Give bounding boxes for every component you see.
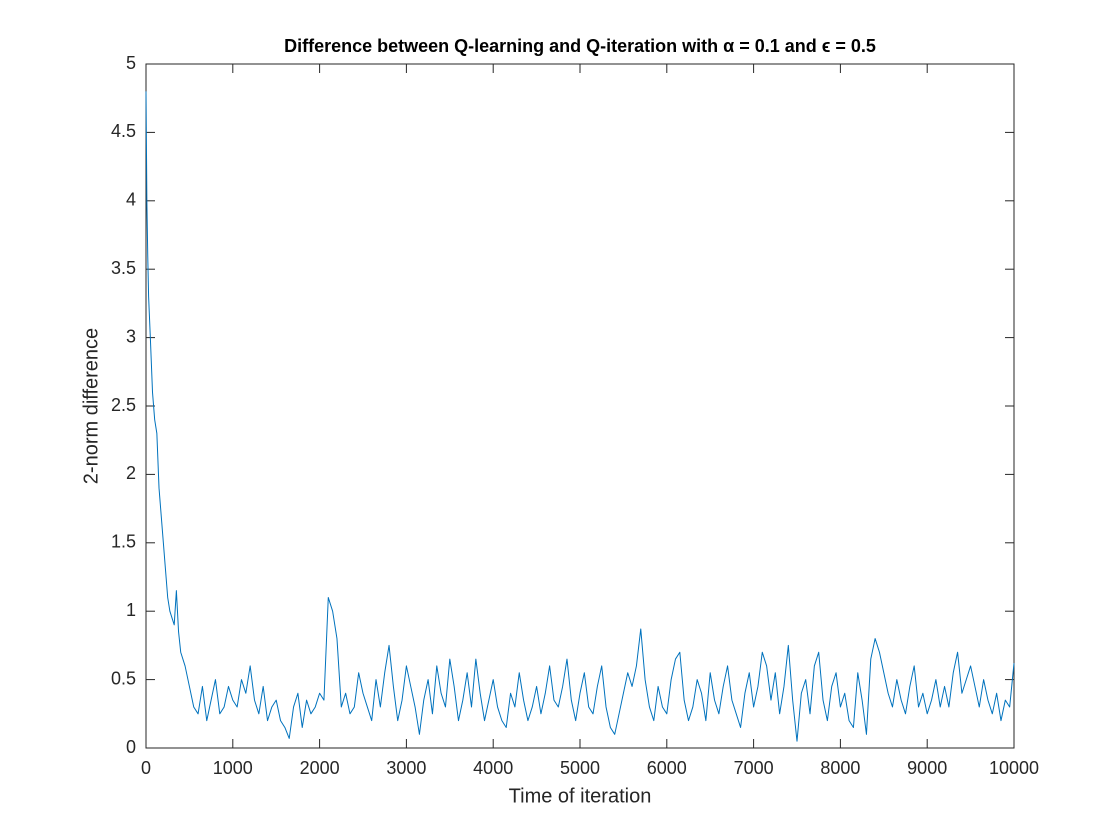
y-tick-label: 1 <box>126 600 136 620</box>
y-tick-label: 1.5 <box>111 532 136 552</box>
x-tick-label: 7000 <box>734 758 774 778</box>
y-tick-label: 0 <box>126 737 136 757</box>
y-tick-label: 4.5 <box>111 121 136 141</box>
y-tick-label: 5 <box>126 53 136 73</box>
x-tick-label: 6000 <box>647 758 687 778</box>
y-tick-label: 2 <box>126 463 136 483</box>
data-line <box>145 91 1015 742</box>
x-axis-label: Time of iteration <box>509 785 652 807</box>
x-tick-label: 1000 <box>213 758 253 778</box>
x-tick-label: 8000 <box>820 758 860 778</box>
x-tick-label: 10000 <box>989 758 1039 778</box>
y-axis-label: 2-norm difference <box>80 328 102 484</box>
x-tick-label: 3000 <box>386 758 426 778</box>
y-tick-label: 0.5 <box>111 668 136 688</box>
y-tick-label: 2.5 <box>111 395 136 415</box>
y-tick-label: 3.5 <box>111 258 136 278</box>
x-tick-label: 0 <box>141 758 151 778</box>
x-tick-label: 2000 <box>300 758 340 778</box>
x-tick-label: 5000 <box>560 758 600 778</box>
chart-title: Difference between Q-learning and Q-iter… <box>284 36 876 56</box>
x-tick-label: 4000 <box>473 758 513 778</box>
y-tick-label: 4 <box>126 190 136 210</box>
x-tick-label: 9000 <box>907 758 947 778</box>
y-tick-label: 3 <box>126 326 136 346</box>
